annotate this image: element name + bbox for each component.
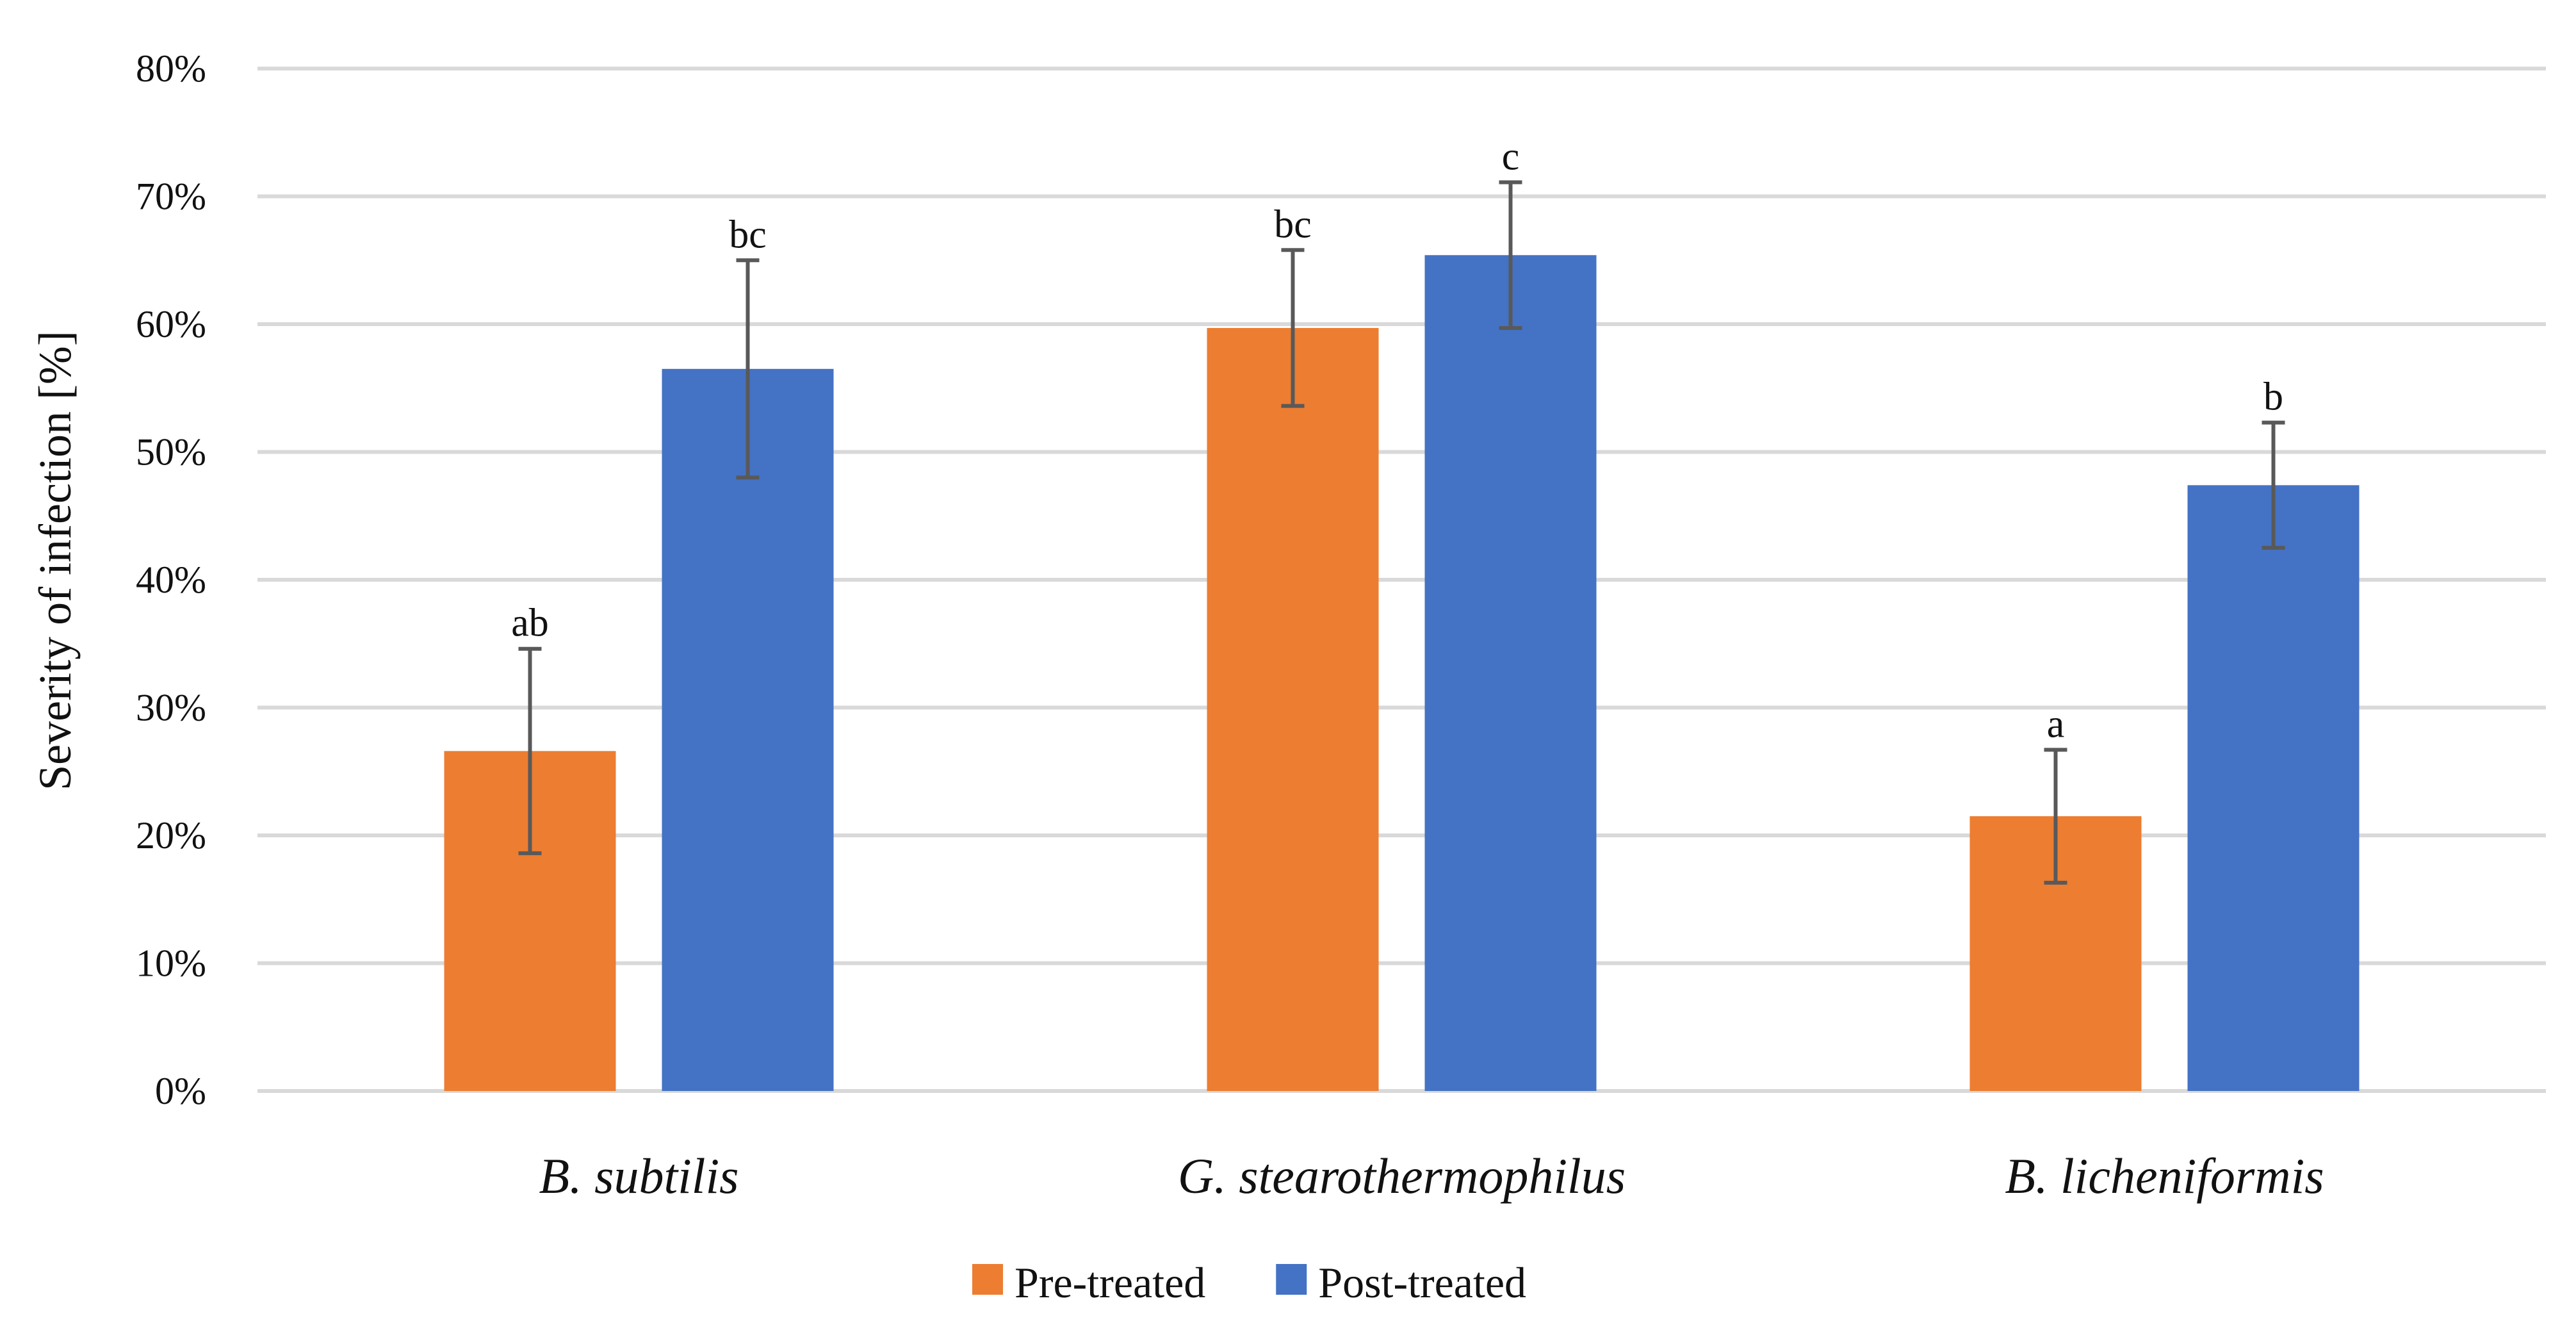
significance-label: ab <box>511 602 549 645</box>
bar-post-treated <box>662 368 834 1092</box>
x-category-label: B. subtilis <box>539 1148 738 1204</box>
x-axis-categories: B. subtilis G. stearothermophilus B. liche… <box>539 1148 2324 1204</box>
y-tick-label: 40% <box>136 559 206 601</box>
y-tick-label: 80% <box>136 47 206 90</box>
legend: Pre-treated Post-treated <box>972 1258 1526 1307</box>
error-bar <box>2262 420 2285 550</box>
y-axis-title: Severity of infection [%] <box>29 331 81 791</box>
y-tick-label: 60% <box>136 303 206 345</box>
bar-pre-treated <box>1207 327 1379 1091</box>
y-tick-label: 50% <box>136 431 206 473</box>
bars <box>444 255 2360 1092</box>
legend-item-pre-treated: Pre-treated <box>972 1258 1205 1307</box>
x-category-label: B. licheniformis <box>2005 1148 2324 1204</box>
significance-label: c <box>1502 135 1520 179</box>
error-bar <box>1499 180 1522 330</box>
y-tick-label: 70% <box>136 176 206 218</box>
y-tick-label: 20% <box>136 814 206 857</box>
legend-swatch <box>972 1264 1003 1295</box>
significance-label: a <box>2047 702 2065 746</box>
y-axis-ticks: 0% 10% 20% 30% 40% 50% 60% 70% 80% <box>136 47 206 1112</box>
y-tick-label: 30% <box>136 687 206 729</box>
significance-label: bc <box>729 213 767 256</box>
y-tick-label: 10% <box>136 942 206 985</box>
significance-label: b <box>2263 375 2283 419</box>
legend-label: Pre-treated <box>1015 1258 1205 1307</box>
gridlines <box>257 67 2546 1093</box>
significance-label: bc <box>1274 202 1312 246</box>
bar-post-treated <box>1424 255 1597 1091</box>
error-bars <box>518 180 2285 885</box>
error-bar <box>736 258 760 480</box>
error-bar <box>1281 248 1305 408</box>
legend-item-post-treated: Post-treated <box>1276 1258 1526 1307</box>
y-tick-label: 0% <box>155 1070 206 1112</box>
error-bar <box>2044 748 2067 885</box>
bar-post-treated <box>2187 485 2360 1091</box>
x-category-label: G. stearothermophilus <box>1178 1148 1626 1204</box>
legend-swatch <box>1276 1264 1307 1295</box>
error-bar <box>518 646 542 855</box>
legend-label: Post-treated <box>1318 1258 1526 1307</box>
